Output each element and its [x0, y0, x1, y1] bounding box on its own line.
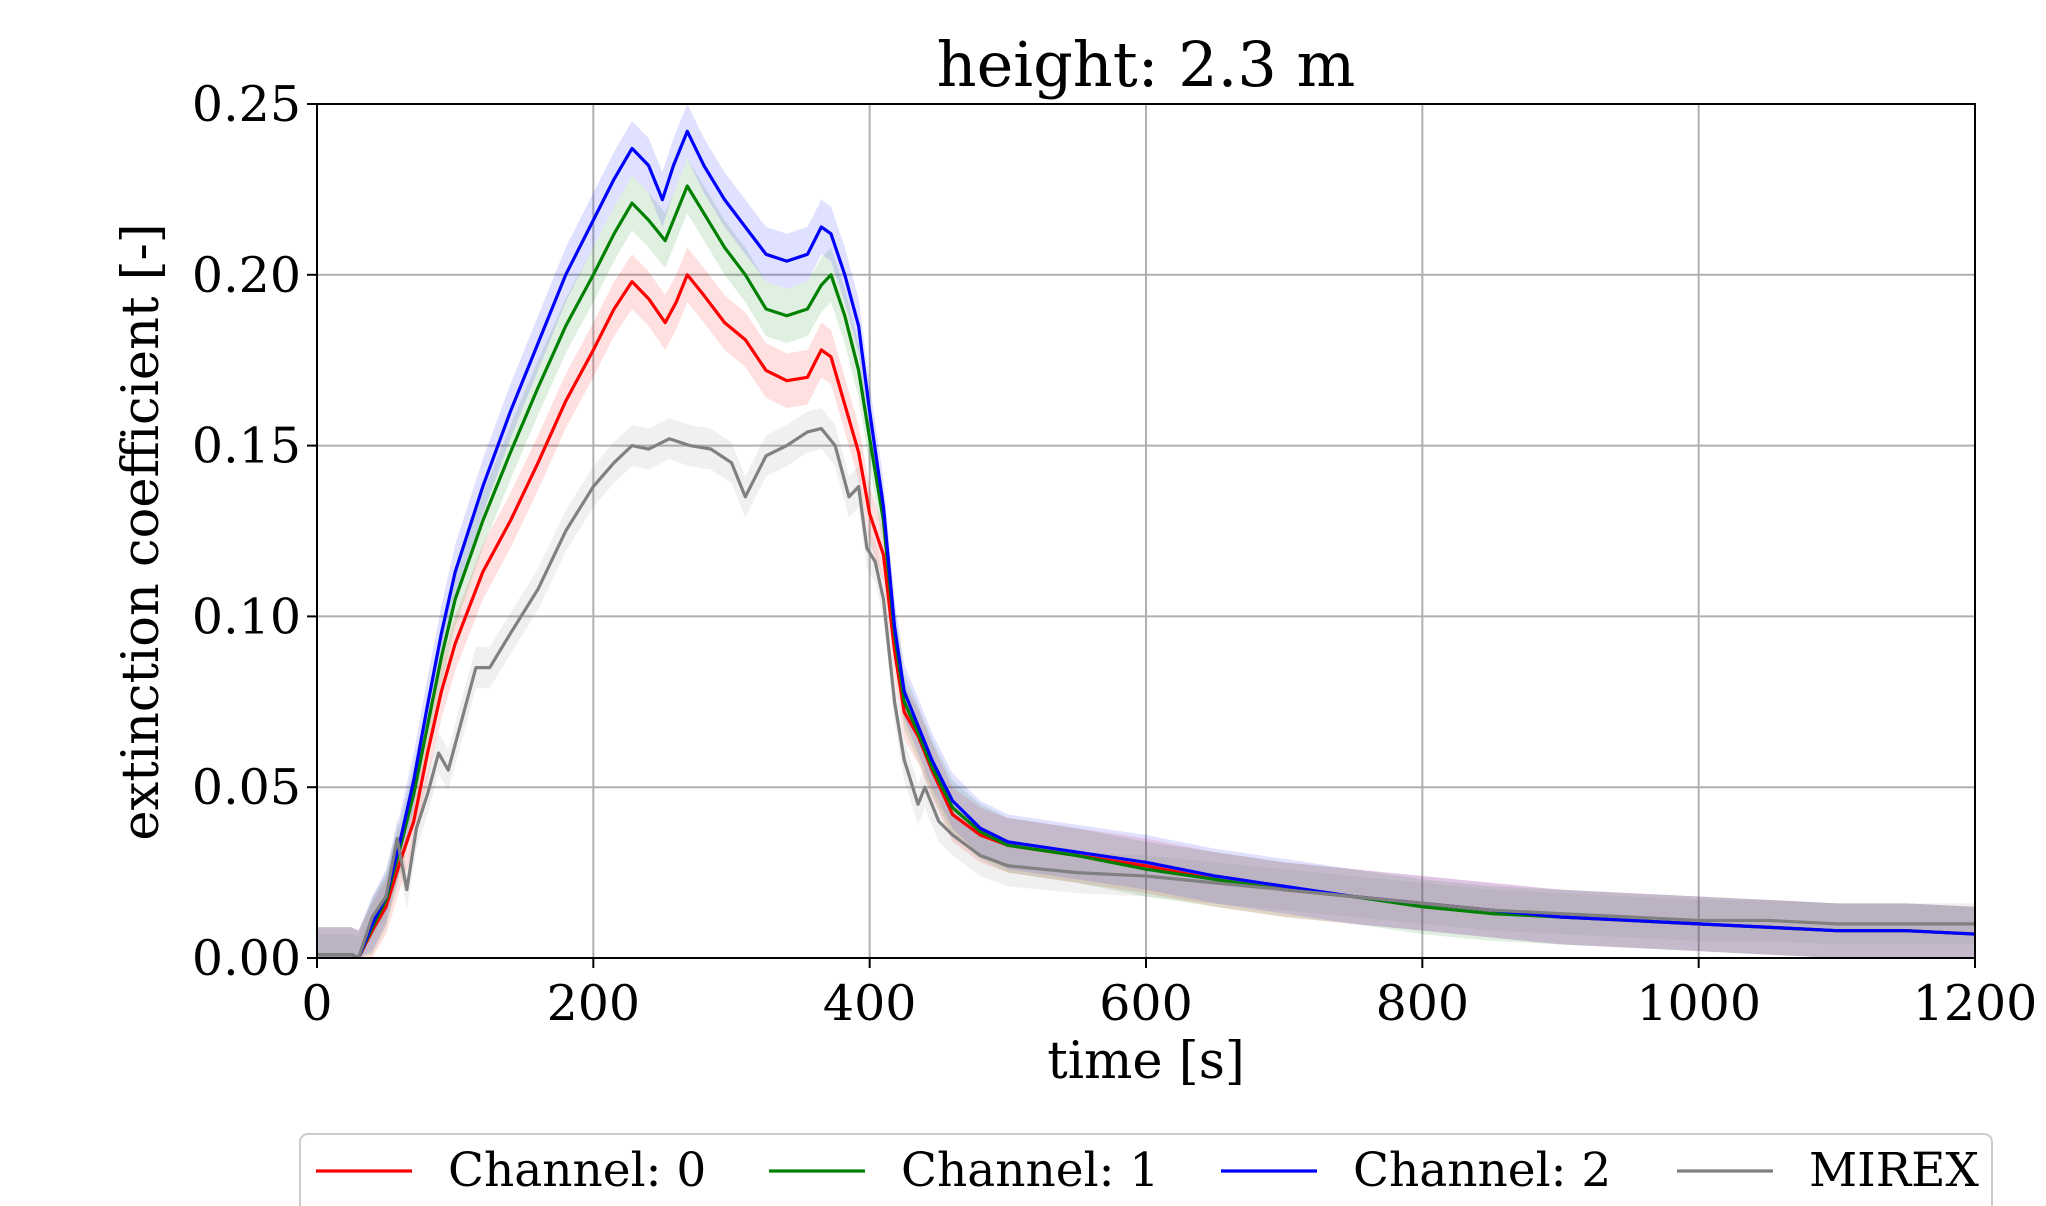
y-tick-label-4: 0.20	[192, 247, 301, 304]
legend-label-2: Channel: 2	[1353, 1143, 1611, 1198]
x-tick-label-0: 0	[301, 975, 332, 1032]
y-tick-label-1: 0.05	[192, 759, 301, 816]
legend-label-3: MIREX	[1809, 1143, 1979, 1198]
legend-label-1: Channel: 1	[901, 1143, 1159, 1198]
x-axis-label: time [s]	[1047, 1032, 1245, 1091]
x-tick-label-5: 1000	[1636, 975, 1761, 1032]
y-tick-label-5: 0.25	[192, 76, 301, 133]
y-tick-label-3: 0.15	[192, 418, 301, 475]
x-tick-label-4: 800	[1376, 975, 1470, 1032]
plot-area: 0 200 400 600 800 1000 1200 0.00 0.05 0.10 0.15 0.2…	[192, 76, 2037, 1032]
series-line-3	[317, 426, 1975, 958]
x-tick-label-6: 1200	[1913, 975, 2038, 1032]
series-group	[317, 104, 1975, 958]
y-axis-label: extinction coefficient [-]	[112, 223, 171, 840]
y-tick-label-2: 0.10	[192, 588, 301, 645]
x-tick-label-3: 600	[1099, 975, 1193, 1032]
legend: Channel: 0 Channel: 1 Channel: 2 MIREX	[299, 1133, 1993, 1206]
x-tick-label-1: 200	[547, 975, 641, 1032]
legend-label-0: Channel: 0	[448, 1143, 706, 1198]
series-band-3	[317, 408, 1975, 958]
x-tick-label-2: 400	[823, 975, 917, 1032]
y-tick-label-0: 0.00	[192, 930, 301, 987]
legend-frame	[299, 1133, 1993, 1206]
chart-title: height: 2.3 m	[937, 28, 1356, 101]
